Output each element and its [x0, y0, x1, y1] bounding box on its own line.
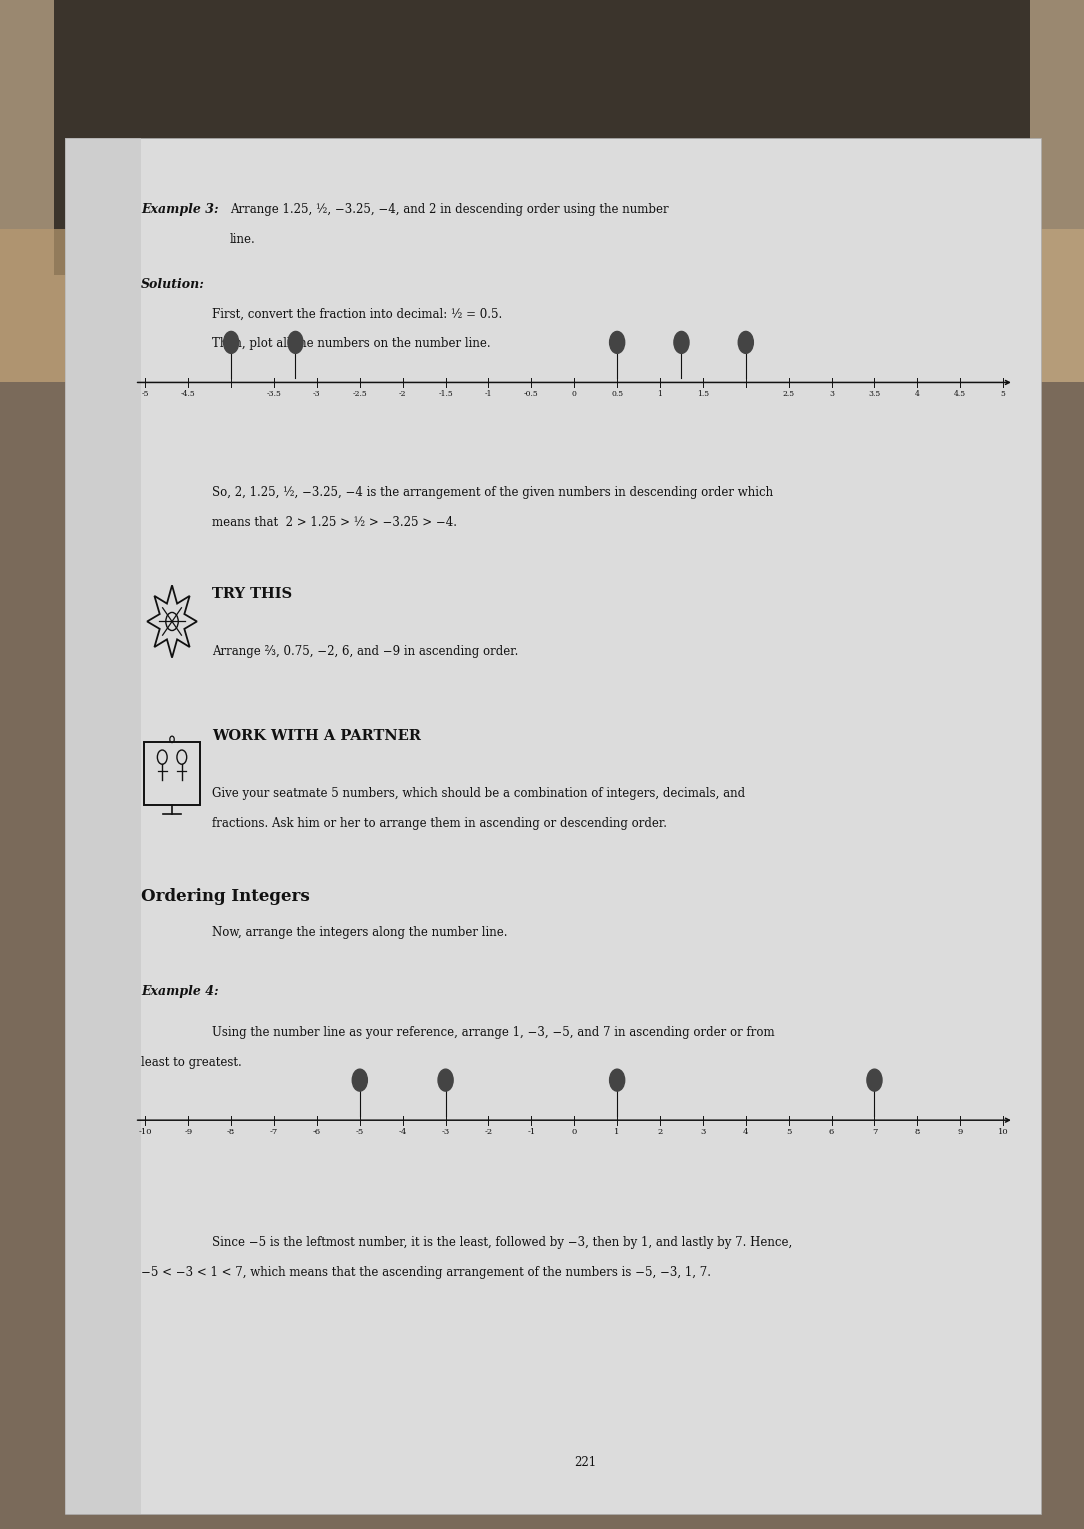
- Text: -3.5: -3.5: [267, 390, 282, 398]
- Text: Example 3:: Example 3:: [141, 203, 219, 216]
- FancyBboxPatch shape: [65, 138, 141, 1514]
- Text: Using the number line as your reference, arrange 1, −3, −5, and 7 in ascending o: Using the number line as your reference,…: [212, 1026, 775, 1038]
- Text: 0.5: 0.5: [611, 390, 623, 398]
- Text: TRY THIS: TRY THIS: [212, 587, 293, 601]
- Text: 1: 1: [658, 390, 662, 398]
- Text: So, 2, 1.25, ½, −3.25, −4 is the arrangement of the given numbers in descending : So, 2, 1.25, ½, −3.25, −4 is the arrange…: [212, 486, 773, 498]
- Text: Solution:: Solution:: [141, 278, 205, 291]
- Text: WORK WITH A PARTNER: WORK WITH A PARTNER: [212, 729, 421, 743]
- Text: First, convert the fraction into decimal: ½ = 0.5.: First, convert the fraction into decimal…: [212, 307, 502, 321]
- Text: least to greatest.: least to greatest.: [141, 1055, 242, 1069]
- Text: −5 < −3 < 1 < 7, which means that the ascending arrangement of the numbers is −5: −5 < −3 < 1 < 7, which means that the as…: [141, 1266, 711, 1280]
- Text: 6: 6: [829, 1128, 835, 1136]
- Circle shape: [438, 1069, 453, 1092]
- Text: 4: 4: [743, 1128, 749, 1136]
- Text: 0: 0: [572, 390, 577, 398]
- Text: Ordering Integers: Ordering Integers: [141, 888, 310, 905]
- Text: Example 4:: Example 4:: [141, 985, 219, 997]
- Text: Now, arrange the integers along the number line.: Now, arrange the integers along the numb…: [212, 927, 507, 939]
- FancyBboxPatch shape: [54, 0, 1030, 275]
- Circle shape: [352, 1069, 367, 1092]
- Text: 8: 8: [915, 1128, 920, 1136]
- Text: 2.5: 2.5: [783, 390, 795, 398]
- Text: 3.5: 3.5: [868, 390, 880, 398]
- Text: Arrange 1.25, ½, −3.25, −4, and 2 in descending order using the number: Arrange 1.25, ½, −3.25, −4, and 2 in des…: [230, 203, 669, 216]
- Text: 4.5: 4.5: [954, 390, 966, 398]
- Text: means that  2 > 1.25 > ½ > −3.25 > −4.: means that 2 > 1.25 > ½ > −3.25 > −4.: [212, 515, 457, 529]
- Text: -3: -3: [441, 1128, 450, 1136]
- Text: 5: 5: [786, 1128, 791, 1136]
- Circle shape: [223, 332, 238, 353]
- Text: Arrange ⅔, 0.75, −2, 6, and −9 in ascending order.: Arrange ⅔, 0.75, −2, 6, and −9 in ascend…: [212, 645, 518, 657]
- Text: fractions. Ask him or her to arrange them in ascending or descending order.: fractions. Ask him or her to arrange the…: [212, 816, 667, 830]
- Text: -2: -2: [399, 390, 406, 398]
- Text: line.: line.: [230, 232, 256, 246]
- Text: -1: -1: [485, 390, 492, 398]
- Circle shape: [738, 332, 753, 353]
- Text: 10: 10: [997, 1128, 1008, 1136]
- Text: -5: -5: [142, 390, 150, 398]
- FancyBboxPatch shape: [65, 138, 1041, 1514]
- Text: -4.5: -4.5: [181, 390, 195, 398]
- Text: -9: -9: [184, 1128, 192, 1136]
- FancyBboxPatch shape: [0, 229, 542, 382]
- Text: -8: -8: [227, 1128, 235, 1136]
- Text: 3: 3: [829, 390, 834, 398]
- Text: -0.5: -0.5: [524, 390, 539, 398]
- FancyBboxPatch shape: [0, 0, 1084, 382]
- Text: -6: -6: [313, 1128, 321, 1136]
- Text: -1.5: -1.5: [438, 390, 453, 398]
- Text: 221: 221: [575, 1456, 596, 1469]
- Text: 0: 0: [571, 1128, 577, 1136]
- Text: 4: 4: [915, 390, 920, 398]
- Text: 9: 9: [957, 1128, 963, 1136]
- Text: -10: -10: [139, 1128, 152, 1136]
- FancyBboxPatch shape: [542, 229, 1084, 382]
- Text: -3: -3: [313, 390, 321, 398]
- Text: 2: 2: [657, 1128, 662, 1136]
- Text: -7: -7: [270, 1128, 279, 1136]
- Text: -2: -2: [485, 1128, 492, 1136]
- Text: -5: -5: [356, 1128, 364, 1136]
- Text: Since −5 is the leftmost number, it is the least, followed by −3, then by 1, and: Since −5 is the leftmost number, it is t…: [212, 1237, 792, 1249]
- Text: Then, plot all the numbers on the number line.: Then, plot all the numbers on the number…: [212, 338, 491, 350]
- Text: -2.5: -2.5: [352, 390, 367, 398]
- Text: 3: 3: [700, 1128, 706, 1136]
- Text: -1: -1: [527, 1128, 535, 1136]
- Circle shape: [867, 1069, 882, 1092]
- Text: 5: 5: [1001, 390, 1006, 398]
- Text: Give your seatmate 5 numbers, which should be a combination of integers, decimal: Give your seatmate 5 numbers, which shou…: [212, 787, 745, 800]
- Circle shape: [609, 332, 624, 353]
- Circle shape: [288, 332, 304, 353]
- Circle shape: [674, 332, 689, 353]
- Circle shape: [609, 1069, 624, 1092]
- Text: -4: -4: [399, 1128, 406, 1136]
- Text: 1: 1: [615, 1128, 620, 1136]
- Text: 1.5: 1.5: [697, 390, 709, 398]
- Text: 7: 7: [872, 1128, 877, 1136]
